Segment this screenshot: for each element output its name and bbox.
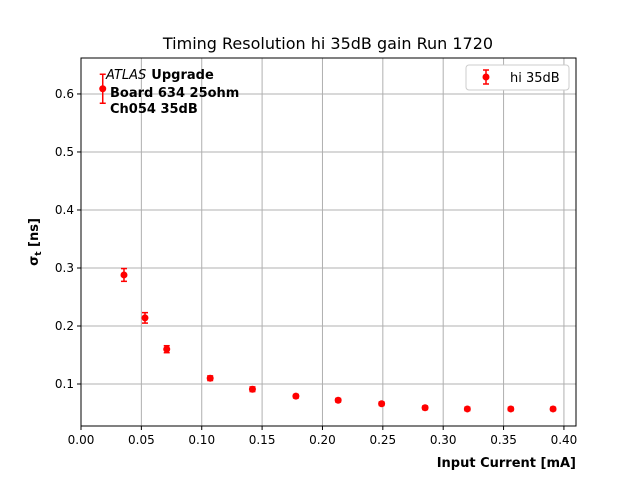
plot-frame [80,57,577,427]
data-point [549,405,557,413]
legend-box [465,64,570,91]
x-tick-label: 0.20 [309,433,336,447]
chart-title: Timing Resolution hi 35dB gain Run 1720 [162,34,493,53]
y-label-unit: [ns] [27,218,42,251]
y-tick-label: 0.3 [55,261,74,275]
data-point [334,396,342,404]
x-tick-label: 0.40 [551,433,578,447]
x-axis-label: Input Current [mA] [437,456,576,471]
y-label-sigma: σ [27,256,42,266]
x-tick-label: 0.00 [68,433,95,447]
data-points [99,73,557,413]
data-point [248,385,256,393]
grid [80,58,576,426]
y-label-sub: t [34,251,44,256]
annotation-line2: Board 634 25ohm [110,86,239,101]
data-point [163,345,171,353]
y-tick-label: 0.6 [55,87,74,101]
x-tick-label: 0.05 [128,433,155,447]
y-tick-label: 0.4 [55,203,74,217]
data-point [292,392,300,400]
data-point [206,374,214,382]
y-tick-label: 0.1 [55,377,74,391]
data-point [378,400,386,408]
x-tick-label: 0.25 [369,433,396,447]
data-point [421,404,429,412]
data-point [120,271,128,279]
legend-label: hi 35dB [510,71,560,86]
legend-marker [482,73,490,81]
x-tick-label: 0.15 [249,433,276,447]
data-point [463,405,471,413]
y-tick-label: 0.2 [55,319,74,333]
x-tick-label: 0.30 [430,433,457,447]
y-axis-label: σt [ns] [27,218,44,266]
annotation-atlas: ATLAS [105,68,146,83]
y-tick-label: 0.5 [55,145,74,159]
data-point [99,85,107,93]
annotation-line3: Ch054 35dB [110,102,198,117]
x-tick-label: 0.35 [490,433,517,447]
data-point [141,314,149,322]
legend: hi 35dB [465,64,570,91]
annotation: ATLAS Upgrade Board 634 25ohm Ch054 35dB [105,68,239,117]
annotation-upgrade: Upgrade [151,68,214,83]
x-tick-label: 0.10 [188,433,215,447]
data-point [507,405,515,413]
annotation-line1: ATLAS Upgrade [105,68,214,83]
ticks: 0.00 0.05 0.10 0.15 0.20 0.25 0.30 0.35 0.40 0.1 0… [55,87,577,447]
